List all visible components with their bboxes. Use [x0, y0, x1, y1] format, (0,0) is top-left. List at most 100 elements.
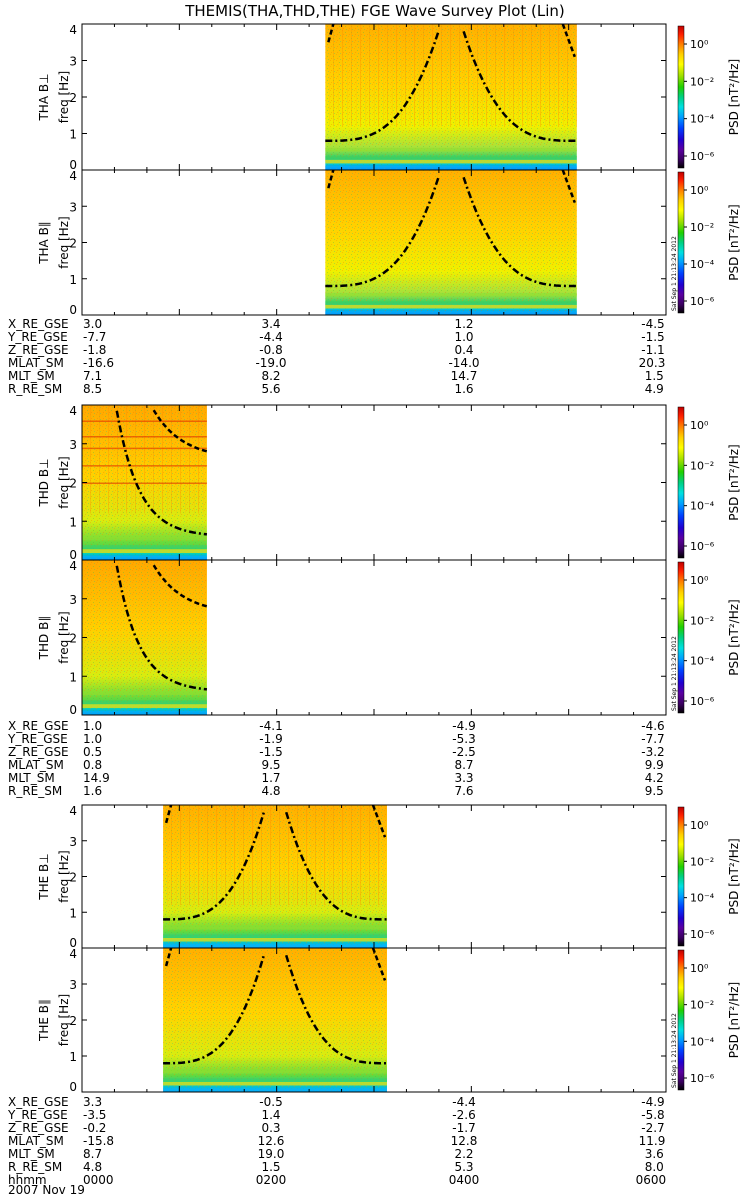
ephemeris-label: Z_RE_GSE: [8, 745, 69, 759]
colorbar-tick-label: 10⁻⁴: [690, 892, 715, 905]
colorbar-label: PSD [nT²/Hz]: [727, 838, 741, 914]
ephemeris-value: -4.9: [641, 1095, 665, 1109]
ephemeris-value: -1.8: [83, 343, 107, 357]
spectrogram-line: [82, 465, 207, 467]
spectrogram-streaks: [163, 805, 387, 906]
y-tick-label: 2: [69, 477, 77, 491]
colorbar-gradient: [677, 561, 685, 714]
y-tick-label: 2: [69, 91, 77, 105]
y-tick-label: 0: [69, 1080, 77, 1094]
y-axis-title: THE B∥: [37, 999, 51, 1042]
colorbar-tick-label: 10⁰: [690, 819, 709, 832]
ephemeris-label: X_RE_GSE: [8, 1095, 69, 1109]
cyclotron-curve: [325, 30, 577, 143]
panel-thd-bpar: 0 1 2 3 4 THD B∥ freq [Hz]: [37, 559, 667, 717]
spectrogram-band: [82, 555, 207, 560]
y-tick-label: 3: [69, 55, 77, 69]
ephemeris-value: 0400: [448, 1173, 480, 1187]
y-tick-label: 4: [69, 169, 77, 183]
colorbar-tick-label: 10⁻⁴: [690, 113, 715, 126]
ephemeris-label: X_RE_GSE: [8, 719, 69, 733]
spectrogram-texture: [325, 24, 577, 170]
colorbar-tick-label: 10⁻⁶: [690, 1072, 715, 1085]
y-axis-title: THE B⊥: [37, 853, 51, 900]
ephemeris-value: -1.1: [641, 343, 665, 357]
spectrogram-band: [82, 710, 207, 715]
ephemeris-value: 9.5: [261, 758, 281, 772]
cyclotron-curve: [115, 565, 208, 691]
ephemeris-label: MLAT_SM: [8, 1134, 64, 1148]
ephemeris-value: 8.7: [83, 1147, 103, 1161]
ephemeris-label: MLAT_SM: [8, 758, 64, 772]
ephemeris-value: -1.9: [259, 732, 283, 746]
colorbar-label: PSD [nT²/Hz]: [727, 204, 741, 280]
ephemeris-value: -1.5: [641, 330, 665, 344]
ephemeris-value: 12.8: [450, 1134, 478, 1148]
timestamp-stamp: Sat Sep 1 21:13:24 2012: [671, 1013, 678, 1088]
y-tick-label: 4: [69, 23, 77, 37]
colorbar-tick-label: 10⁰: [690, 38, 709, 51]
ephemeris-value: 1.7: [261, 771, 281, 785]
ephemeris-value: 1.0: [454, 330, 474, 344]
ephemeris-value: 0200: [255, 1173, 287, 1187]
ephemeris-value: -2.5: [452, 745, 476, 759]
ephemeris-value: 9.5: [644, 784, 664, 798]
timestamp-stamp: Sat Sep 1 21:13:24 2012: [671, 636, 678, 711]
spectrogram-band: [325, 159, 577, 164]
colorbar-tick-label: 10⁻⁴: [690, 1035, 715, 1048]
ephemeris-value: -14.0: [448, 356, 480, 370]
spectrogram-texture: [82, 560, 207, 715]
ephemeris-value: -0.2: [83, 1121, 107, 1135]
ephemeris-value: -15.8: [83, 1134, 115, 1148]
ephemeris-value: 5.3: [454, 1160, 474, 1174]
harmonic-curve: [327, 169, 576, 204]
spectrogram-band: [163, 937, 387, 942]
ephemeris-value: -3.5: [83, 1108, 107, 1122]
colorbar-tick-label: 10⁻⁴: [690, 500, 715, 513]
colorbar: 10⁰ 10⁻² 10⁻⁴ 10⁻⁶ PSD [nT²/Hz]: [677, 806, 741, 947]
y-tick-label: 3: [69, 438, 77, 452]
cyclotron-curve: [163, 954, 387, 1065]
ephemeris-value: -5.3: [452, 732, 476, 746]
ephemeris-value: -0.8: [259, 343, 283, 357]
colorbar-tick-label: 10⁻⁴: [690, 258, 715, 271]
ephemeris-value: 0600: [635, 1173, 667, 1187]
ephemeris-label: R_RE_SM: [8, 784, 63, 798]
ephemeris-value: -3.2: [641, 745, 665, 759]
ephemeris-label: Z_RE_GSE: [8, 343, 69, 357]
colorbar-tick-label: 10⁻⁶: [690, 928, 715, 941]
y-axis-title: THA B∥: [37, 221, 51, 265]
spectrogram-band: [163, 926, 387, 930]
y-tick-label: 0: [69, 548, 77, 562]
spectrogram-band: [325, 292, 577, 297]
ephemeris-label: R_RE_SM: [8, 1160, 63, 1174]
ephemeris-value: 0.5: [83, 745, 103, 759]
spectrogram-band: [325, 304, 577, 309]
y-tick-label: 3: [69, 978, 77, 992]
cyclotron-curve: [163, 811, 387, 921]
spectrogram-streaks: [325, 24, 577, 127]
panel-tha-bpar: 0 1 2 3 4 THA B∥ freq [Hz]: [37, 169, 667, 317]
ephemeris-label: Y_RE_GSE: [8, 732, 68, 746]
cyclotron-curve: [115, 410, 208, 536]
ephemeris-value: 0.8: [83, 758, 103, 772]
spectrogram-band: [82, 691, 207, 696]
spectrogram-streaks: [82, 405, 207, 514]
spectrogram-band: [325, 147, 577, 152]
spectrogram-area: [325, 24, 577, 170]
colorbar-tick-label: 10⁰: [690, 574, 709, 587]
spectrogram-band: [325, 165, 577, 170]
spectrogram-line: [82, 447, 207, 450]
colorbar: 10⁰ 10⁻² 10⁻⁴ 10⁻⁶ PSD [nT²/Hz]: [677, 561, 741, 714]
ephemeris-value: -4.5: [641, 317, 665, 331]
spectrogram-area: [325, 170, 577, 315]
harmonic-curve: [164, 947, 387, 981]
panel-frame: [81, 804, 667, 949]
colorbar-tick-label: 10⁻⁶: [690, 295, 715, 308]
ephemeris-label: hhmm: [8, 1173, 47, 1187]
spectrogram-band: [163, 1078, 387, 1082]
harmonic-curve: [327, 23, 576, 58]
colorbar-label: PSD [nT²/Hz]: [727, 982, 741, 1058]
ephemeris-label: MLAT_SM: [8, 356, 64, 370]
spectrogram-band: [163, 934, 387, 938]
